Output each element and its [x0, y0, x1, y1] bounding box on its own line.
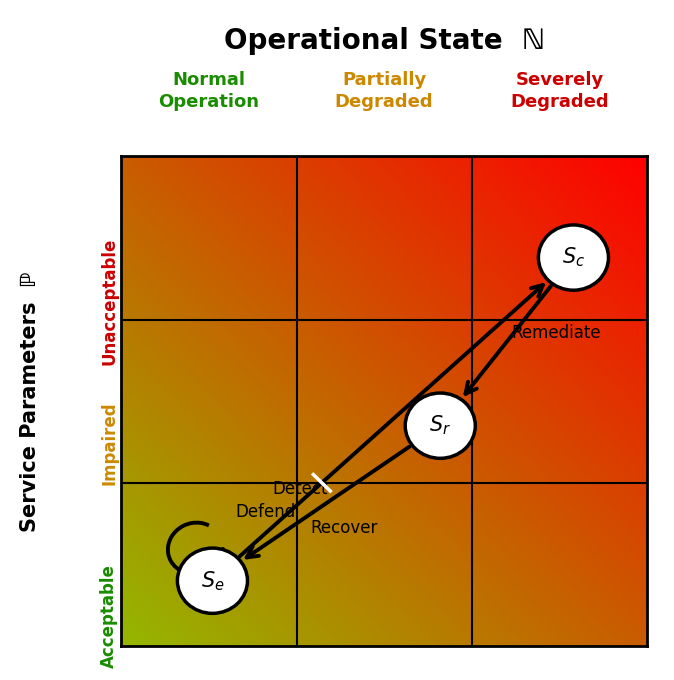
Text: $S_e$: $S_e$ [201, 569, 224, 592]
Text: Operational State  ℕ: Operational State ℕ [224, 27, 545, 55]
Text: Partially
Degraded: Partially Degraded [335, 71, 433, 111]
Text: Defend: Defend [235, 503, 295, 521]
Text: Recover: Recover [310, 519, 377, 537]
Text: $S_r$: $S_r$ [429, 414, 452, 437]
Text: Service Parameters  ℙ: Service Parameters ℙ [20, 271, 40, 532]
Circle shape [177, 548, 247, 613]
Text: Detect: Detect [272, 479, 328, 498]
Text: Acceptable: Acceptable [100, 564, 118, 668]
Text: Unacceptable: Unacceptable [100, 238, 118, 365]
Circle shape [539, 225, 609, 290]
Circle shape [405, 393, 475, 458]
Text: $S_c$: $S_c$ [562, 245, 585, 269]
Text: Severely
Degraded: Severely Degraded [510, 71, 609, 111]
Text: Impaired: Impaired [100, 401, 118, 485]
Text: Remediate: Remediate [511, 324, 601, 343]
Text: Normal
Operation: Normal Operation [158, 71, 259, 111]
